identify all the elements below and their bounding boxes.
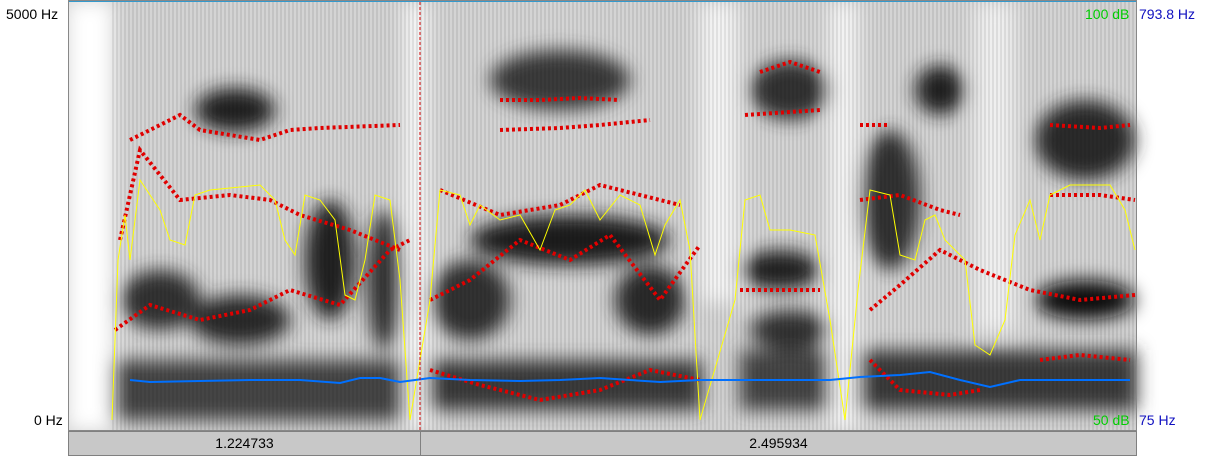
intensity-bottom-label: 50 dB	[1093, 412, 1130, 428]
pitch-curve	[129, 370, 1130, 389]
spectrogram-view	[68, 0, 1137, 431]
intensity-top-label: 100 dB	[1085, 6, 1130, 22]
formant-tracks	[113, 59, 1136, 403]
pitch-bottom-label: 75 Hz	[1139, 412, 1176, 428]
intensity-curve	[111, 178, 1136, 421]
selection-left[interactable]: 1.224733	[68, 431, 421, 456]
freq-top-label: 5000 Hz	[6, 6, 59, 22]
pitch-top-label: 793.8 Hz	[1139, 6, 1196, 22]
view-border	[68, 0, 1137, 431]
spectrogram-texture	[112, 2, 1137, 430]
selection-right[interactable]: 2.495934	[420, 431, 1137, 456]
freq-bottom-label: 0 Hz	[34, 412, 63, 428]
